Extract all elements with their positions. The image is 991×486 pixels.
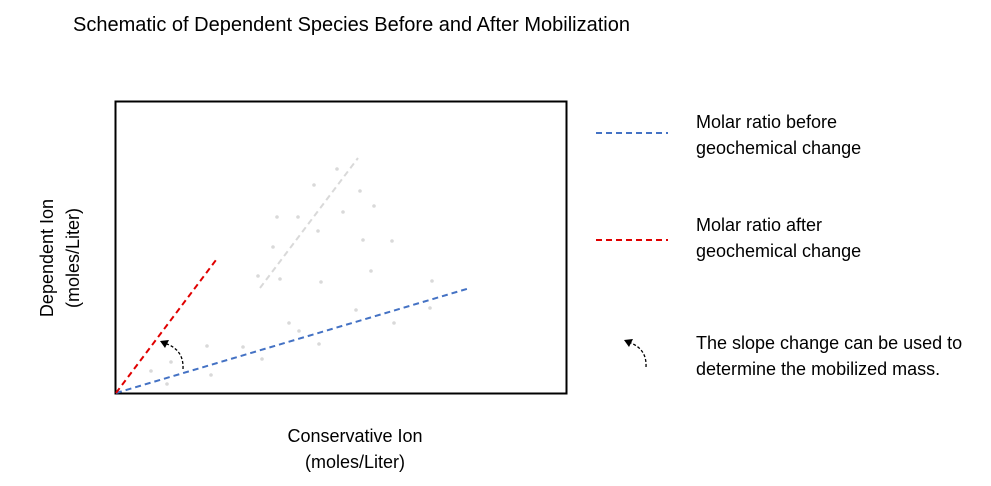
scatter-point bbox=[392, 321, 396, 325]
diagram-title: Schematic of Dependent Species Before an… bbox=[73, 14, 630, 36]
plot-frame bbox=[114, 100, 568, 395]
scatter-point bbox=[428, 306, 432, 310]
scatter-point bbox=[341, 210, 345, 214]
scatter-point bbox=[354, 308, 358, 312]
y-axis-label-line1: Dependent Ion bbox=[37, 198, 57, 318]
scatter-point bbox=[256, 274, 260, 278]
scatter-point bbox=[205, 344, 209, 348]
scatter-point bbox=[316, 229, 320, 233]
scatter-points bbox=[149, 167, 434, 386]
legend-after-line1: Molar ratio after bbox=[696, 215, 823, 235]
legend-curved-arrow-icon bbox=[624, 339, 647, 368]
x-axis-label-line1: Conservative Ion bbox=[287, 426, 423, 446]
scatter-point bbox=[430, 279, 434, 283]
scatter-point bbox=[275, 215, 279, 219]
scatter-point bbox=[287, 321, 291, 325]
scatter-point bbox=[369, 269, 373, 273]
scatter-point bbox=[358, 189, 362, 193]
legend-after-line2: geochemical change bbox=[696, 241, 862, 261]
scatter-point bbox=[271, 245, 275, 249]
scatter-point bbox=[169, 360, 173, 364]
scatter-point bbox=[335, 167, 339, 171]
legend-slope-line2: determine the mobilized mass. bbox=[696, 359, 941, 379]
scatter-point bbox=[319, 280, 323, 284]
legend-before-line2: geochemical change bbox=[696, 138, 862, 158]
scatter-point bbox=[278, 277, 282, 281]
legend-after-label: Molar ratio after geochemical change bbox=[696, 212, 861, 264]
scatter-point bbox=[209, 373, 213, 377]
legend-slope-label: The slope change can be used to determin… bbox=[696, 330, 962, 382]
scatter-point bbox=[241, 345, 245, 349]
scatter-point bbox=[390, 239, 394, 243]
scatter-point bbox=[260, 357, 264, 361]
before-ratio-line bbox=[115, 287, 471, 394]
y-axis-label-line2: (moles/Liter) bbox=[63, 207, 83, 309]
scatter-point bbox=[317, 342, 321, 346]
scatter-point bbox=[372, 204, 376, 208]
scatter-trend-line bbox=[259, 157, 359, 289]
legend-slope-line1: The slope change can be used to bbox=[696, 333, 963, 353]
legend-before-label: Molar ratio before geochemical change bbox=[696, 109, 861, 161]
x-axis-label: Conservative Ion (moles/Liter) bbox=[240, 423, 470, 475]
y-axis-label: Dependent Ion (moles/Liter) bbox=[34, 148, 86, 368]
scatter-point bbox=[149, 369, 153, 373]
scatter-point bbox=[297, 329, 301, 333]
scatter-point bbox=[165, 382, 169, 386]
scatter-point bbox=[312, 183, 316, 187]
slope-change-arrow-icon bbox=[160, 340, 184, 370]
legend-before-line1: Molar ratio before bbox=[696, 112, 838, 132]
scatter-point bbox=[361, 238, 365, 242]
x-axis-label-line2: (moles/Liter) bbox=[304, 452, 406, 472]
after-ratio-line bbox=[115, 259, 217, 394]
scatter-point bbox=[296, 215, 300, 219]
